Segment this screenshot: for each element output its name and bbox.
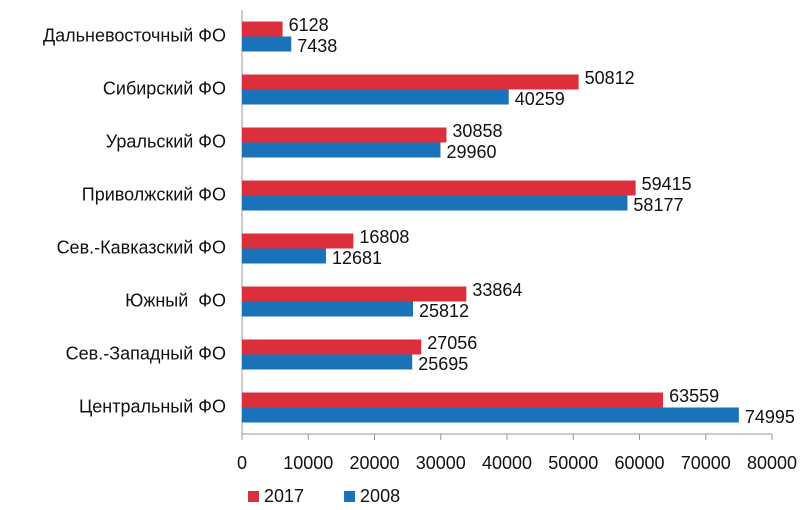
y-tick-label: Сев.-Кавказский ФО xyxy=(57,237,226,257)
bar xyxy=(242,248,327,264)
y-tick-label: Южный ФО xyxy=(125,290,226,310)
value-label: 27056 xyxy=(427,333,477,353)
bar xyxy=(242,301,414,317)
bar xyxy=(242,180,636,196)
value-label: 7438 xyxy=(297,36,337,56)
bar xyxy=(242,195,628,211)
legend-label: 2017 xyxy=(264,486,304,506)
x-tick-label: 70000 xyxy=(681,453,731,473)
value-label: 63559 xyxy=(669,386,719,406)
y-tick-label: Сибирский ФО xyxy=(103,78,226,98)
value-label: 50812 xyxy=(585,68,635,88)
value-label: 29960 xyxy=(446,142,496,162)
bar xyxy=(242,392,664,408)
value-label: 58177 xyxy=(633,195,683,215)
y-tick-label: Дальневосточный ФО xyxy=(43,25,226,45)
value-label: 6128 xyxy=(289,15,329,35)
bar xyxy=(242,339,422,355)
value-label: 30858 xyxy=(452,121,502,141)
legend-swatch xyxy=(344,491,356,502)
x-tick-label: 40000 xyxy=(482,453,532,473)
x-tick-label: 50000 xyxy=(548,453,598,473)
legend-label: 2008 xyxy=(360,486,400,506)
bar xyxy=(242,286,467,302)
value-label: 40259 xyxy=(515,89,565,109)
bar xyxy=(242,36,292,52)
x-tick-label: 30000 xyxy=(416,453,466,473)
y-tick-label: Уральский ФО xyxy=(106,131,226,151)
x-tick-label: 60000 xyxy=(614,453,664,473)
value-label: 25695 xyxy=(418,354,468,374)
value-label: 33864 xyxy=(472,280,522,300)
bar xyxy=(242,354,413,370)
value-label: 12681 xyxy=(332,248,382,268)
bar xyxy=(242,21,283,37)
value-label: 59415 xyxy=(642,174,692,194)
y-tick-label: Центральный ФО xyxy=(79,396,226,416)
value-label: 74995 xyxy=(745,407,795,427)
bar xyxy=(242,127,447,143)
y-tick-label: Приволжский ФО xyxy=(82,184,226,204)
value-label: 25812 xyxy=(419,301,469,321)
bar xyxy=(242,407,739,423)
bar xyxy=(242,233,354,249)
x-tick-label: 20000 xyxy=(349,453,399,473)
x-tick-label: 80000 xyxy=(747,453,797,473)
bar xyxy=(242,89,509,105)
bar xyxy=(242,142,441,158)
legend-swatch xyxy=(248,491,259,502)
x-tick-label: 0 xyxy=(237,453,247,473)
value-label: 16808 xyxy=(359,227,409,247)
bar xyxy=(242,74,579,90)
x-tick-label: 10000 xyxy=(283,453,333,473)
y-tick-label: Сев.-Западный ФО xyxy=(66,343,226,363)
